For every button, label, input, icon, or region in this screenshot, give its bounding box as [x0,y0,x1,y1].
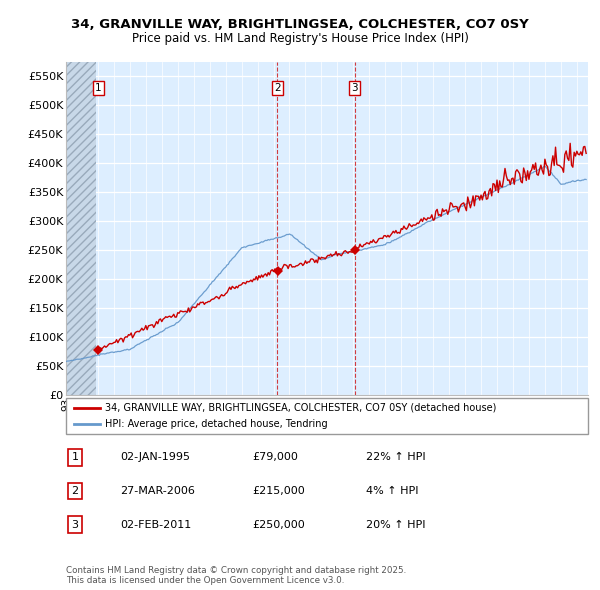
Text: 3: 3 [352,83,358,93]
Text: 34, GRANVILLE WAY, BRIGHTLINGSEA, COLCHESTER, CO7 0SY: 34, GRANVILLE WAY, BRIGHTLINGSEA, COLCHE… [71,18,529,31]
Text: 02-JAN-1995: 02-JAN-1995 [120,453,190,462]
Text: 1: 1 [95,83,101,93]
Text: 22% ↑ HPI: 22% ↑ HPI [366,453,425,462]
Text: £79,000: £79,000 [252,453,298,462]
FancyBboxPatch shape [66,398,588,434]
Text: 2: 2 [71,486,79,496]
Bar [66,62,97,395]
Text: 4% ↑ HPI: 4% ↑ HPI [366,486,419,496]
Text: 02-FEB-2011: 02-FEB-2011 [120,520,191,529]
Text: 20% ↑ HPI: 20% ↑ HPI [366,520,425,529]
Text: HPI: Average price, detached house, Tendring: HPI: Average price, detached house, Tend… [105,419,328,429]
Text: 2: 2 [274,83,281,93]
Text: £250,000: £250,000 [252,520,305,529]
Text: Contains HM Land Registry data © Crown copyright and database right 2025.
This d: Contains HM Land Registry data © Crown c… [66,566,406,585]
Text: £215,000: £215,000 [252,486,305,496]
Text: Price paid vs. HM Land Registry's House Price Index (HPI): Price paid vs. HM Land Registry's House … [131,32,469,45]
Text: 3: 3 [71,520,79,529]
Text: 1: 1 [71,453,79,462]
Text: 34, GRANVILLE WAY, BRIGHTLINGSEA, COLCHESTER, CO7 0SY (detached house): 34, GRANVILLE WAY, BRIGHTLINGSEA, COLCHE… [105,403,497,413]
Text: 27-MAR-2006: 27-MAR-2006 [120,486,195,496]
